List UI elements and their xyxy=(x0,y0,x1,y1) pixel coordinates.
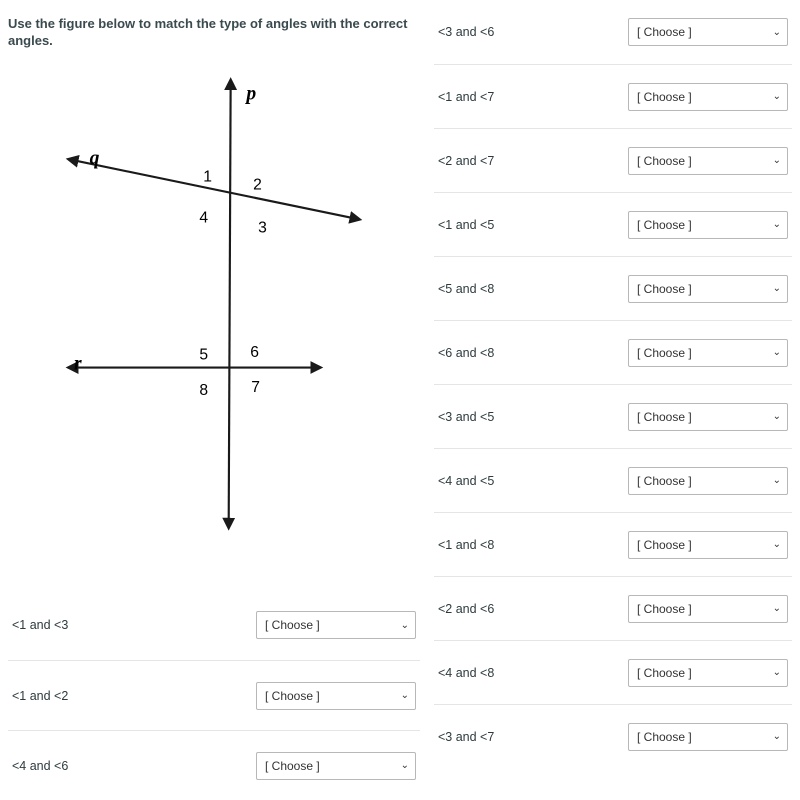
choose-dropdown[interactable]: [ Choose ] ⌄ xyxy=(628,659,788,687)
choose-placeholder: [ Choose ] xyxy=(637,282,692,296)
right-question-list: <3 and <6 [ Choose ] ⌄ <1 and <7 [ Choose… xyxy=(430,0,800,800)
chevron-down-icon: ⌄ xyxy=(773,603,781,614)
label-r: r xyxy=(74,353,82,374)
choose-dropdown[interactable]: [ Choose ] ⌄ xyxy=(628,83,788,111)
left-question-list: <1 and <3 [ Choose ] ⌄ <1 and <2 [ Choos… xyxy=(8,590,420,800)
line-q xyxy=(72,160,356,219)
instruction-text: Use the figure below to match the type o… xyxy=(8,16,420,50)
choose-dropdown[interactable]: [ Choose ] ⌄ xyxy=(628,531,788,559)
question-label: <4 and <8 xyxy=(438,666,494,680)
question-row: <3 and <6 [ Choose ] ⌄ xyxy=(434,0,792,64)
choose-placeholder: [ Choose ] xyxy=(637,154,692,168)
choose-dropdown[interactable]: [ Choose ] ⌄ xyxy=(256,682,416,710)
question-row: <2 and <7 [ Choose ] ⌄ xyxy=(434,128,792,192)
chevron-down-icon: ⌄ xyxy=(773,411,781,422)
question-label: <3 and <7 xyxy=(438,730,494,744)
chevron-down-icon: ⌄ xyxy=(401,620,409,631)
choose-dropdown[interactable]: [ Choose ] ⌄ xyxy=(256,611,416,639)
chevron-down-icon: ⌄ xyxy=(773,475,781,486)
question-label: <3 and <6 xyxy=(438,25,494,39)
angle-1: 1 xyxy=(203,168,212,185)
choose-placeholder: [ Choose ] xyxy=(637,218,692,232)
question-label: <6 and <8 xyxy=(438,346,494,360)
question-label: <1 and <5 xyxy=(438,218,494,232)
line-p xyxy=(229,83,231,524)
chevron-down-icon: ⌄ xyxy=(401,690,409,701)
choose-placeholder: [ Choose ] xyxy=(265,759,320,773)
angle-6: 6 xyxy=(250,344,259,361)
question-row: <4 and <5 [ Choose ] ⌄ xyxy=(434,448,792,512)
choose-dropdown[interactable]: [ Choose ] ⌄ xyxy=(628,275,788,303)
label-p: p xyxy=(244,83,256,104)
angle-7: 7 xyxy=(251,379,260,396)
angle-5: 5 xyxy=(199,346,208,363)
choose-placeholder: [ Choose ] xyxy=(265,618,320,632)
angle-3: 3 xyxy=(258,219,267,236)
figure-diagram: p q r 1 2 3 4 5 6 7 8 xyxy=(8,64,420,534)
chevron-down-icon: ⌄ xyxy=(773,283,781,294)
question-row: <1 and <3 [ Choose ] ⌄ xyxy=(8,590,420,660)
chevron-down-icon: ⌄ xyxy=(773,27,781,38)
choose-placeholder: [ Choose ] xyxy=(637,25,692,39)
question-label: <1 and <3 xyxy=(12,618,68,632)
choose-dropdown[interactable]: [ Choose ] ⌄ xyxy=(628,211,788,239)
question-row: <2 and <6 [ Choose ] ⌄ xyxy=(434,576,792,640)
choose-dropdown[interactable]: [ Choose ] ⌄ xyxy=(628,403,788,431)
question-row: <1 and <2 [ Choose ] ⌄ xyxy=(8,660,420,730)
question-label: <1 and <7 xyxy=(438,90,494,104)
chevron-down-icon: ⌄ xyxy=(773,155,781,166)
choose-placeholder: [ Choose ] xyxy=(637,90,692,104)
angle-8: 8 xyxy=(199,382,208,399)
choose-placeholder: [ Choose ] xyxy=(637,602,692,616)
question-label: <4 and <5 xyxy=(438,474,494,488)
left-column: Use the figure below to match the type o… xyxy=(0,0,430,800)
question-row: <1 and <5 [ Choose ] ⌄ xyxy=(434,192,792,256)
question-label: <4 and <6 xyxy=(12,759,68,773)
choose-dropdown[interactable]: [ Choose ] ⌄ xyxy=(628,723,788,751)
question-row: <1 and <8 [ Choose ] ⌄ xyxy=(434,512,792,576)
question-row: <3 and <7 [ Choose ] ⌄ xyxy=(434,704,792,768)
choose-dropdown[interactable]: [ Choose ] ⌄ xyxy=(628,595,788,623)
transversal-figure: p q r 1 2 3 4 5 6 7 8 xyxy=(8,64,420,534)
question-label: <5 and <8 xyxy=(438,282,494,296)
question-row: <5 and <8 [ Choose ] ⌄ xyxy=(434,256,792,320)
chevron-down-icon: ⌄ xyxy=(773,667,781,678)
choose-placeholder: [ Choose ] xyxy=(637,666,692,680)
question-row: <4 and <8 [ Choose ] ⌄ xyxy=(434,640,792,704)
choose-placeholder: [ Choose ] xyxy=(637,538,692,552)
quiz-container: Use the figure below to match the type o… xyxy=(0,0,800,800)
question-label: <1 and <8 xyxy=(438,538,494,552)
question-row: <3 and <5 [ Choose ] ⌄ xyxy=(434,384,792,448)
choose-placeholder: [ Choose ] xyxy=(637,410,692,424)
label-q: q xyxy=(90,148,100,169)
question-label: <2 and <7 xyxy=(438,154,494,168)
chevron-down-icon: ⌄ xyxy=(773,91,781,102)
choose-dropdown[interactable]: [ Choose ] ⌄ xyxy=(628,339,788,367)
question-row: <6 and <8 [ Choose ] ⌄ xyxy=(434,320,792,384)
chevron-down-icon: ⌄ xyxy=(773,539,781,550)
question-row: <4 and <6 [ Choose ] ⌄ xyxy=(8,730,420,800)
choose-dropdown[interactable]: [ Choose ] ⌄ xyxy=(628,147,788,175)
angle-4: 4 xyxy=(199,209,208,226)
choose-placeholder: [ Choose ] xyxy=(637,474,692,488)
question-label: <2 and <6 xyxy=(438,602,494,616)
choose-placeholder: [ Choose ] xyxy=(637,730,692,744)
choose-dropdown[interactable]: [ Choose ] ⌄ xyxy=(628,467,788,495)
choose-dropdown[interactable]: [ Choose ] ⌄ xyxy=(628,18,788,46)
chevron-down-icon: ⌄ xyxy=(773,731,781,742)
angle-2: 2 xyxy=(253,176,262,193)
question-row: <1 and <7 [ Choose ] ⌄ xyxy=(434,64,792,128)
question-label: <1 and <2 xyxy=(12,689,68,703)
chevron-down-icon: ⌄ xyxy=(401,760,409,771)
chevron-down-icon: ⌄ xyxy=(773,219,781,230)
choose-dropdown[interactable]: [ Choose ] ⌄ xyxy=(256,752,416,780)
question-label: <3 and <5 xyxy=(438,410,494,424)
choose-placeholder: [ Choose ] xyxy=(265,689,320,703)
chevron-down-icon: ⌄ xyxy=(773,347,781,358)
choose-placeholder: [ Choose ] xyxy=(637,346,692,360)
